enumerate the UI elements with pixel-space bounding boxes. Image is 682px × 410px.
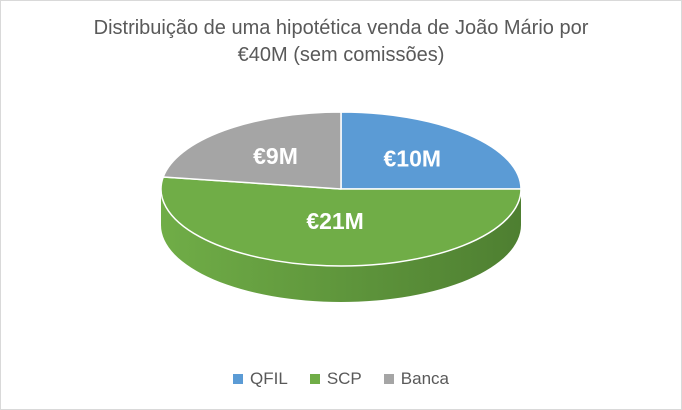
chart-title-line-1: Distribuição de uma hipotética venda de …: [93, 17, 589, 39]
pie-slice-banca: [162, 111, 342, 190]
chart-title-line-2: €40M (sem comissões): [237, 44, 445, 66]
legend-label-qfil: QFIL: [250, 369, 288, 388]
chart-title: Distribuição de uma hipotética venda de …: [1, 15, 681, 69]
legend-item-banca: Banca: [383, 369, 449, 389]
legend-swatch-scp: [309, 374, 320, 384]
pie-slice-qfil: [340, 111, 522, 190]
pie-side-scp: [161, 189, 521, 302]
pie-slice-scp: [160, 176, 522, 267]
data-label-scp: €21M: [306, 208, 364, 234]
legend-item-qfil: QFIL: [233, 369, 288, 389]
legend-swatch-qfil: [233, 374, 244, 384]
legend: QFIL SCP Banca: [1, 369, 681, 389]
legend-swatch-banca: [383, 374, 394, 384]
legend-item-scp: SCP: [309, 369, 362, 389]
data-label-qfil: €10M: [384, 146, 442, 172]
legend-label-scp: SCP: [326, 369, 362, 388]
legend-label-banca: Banca: [400, 369, 449, 388]
data-label-banca: €9M: [253, 143, 298, 169]
